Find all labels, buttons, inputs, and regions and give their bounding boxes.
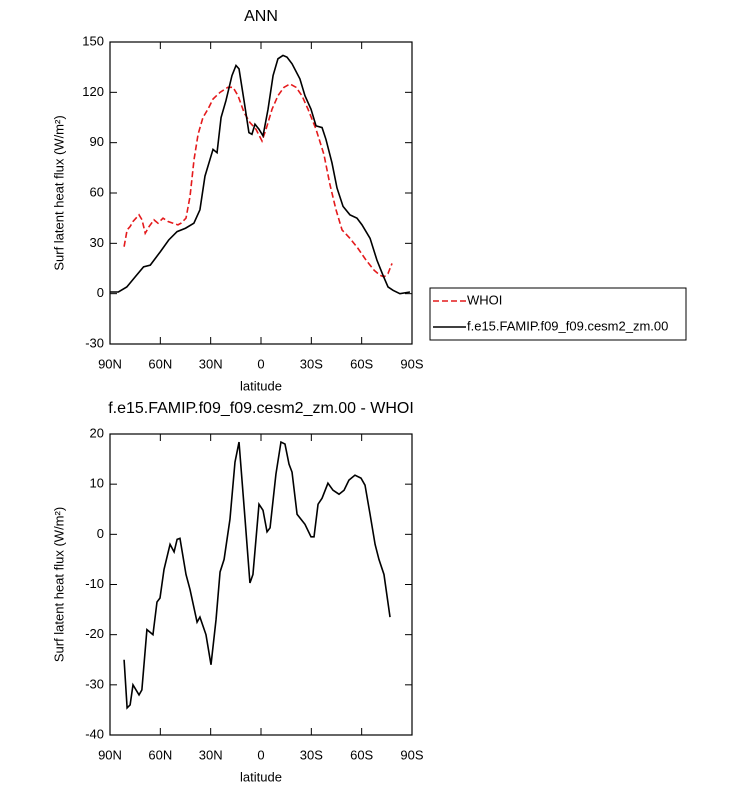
x-tick-label: 0 bbox=[257, 356, 264, 371]
x-tick-label: 30S bbox=[300, 356, 323, 371]
y-tick-label: 0 bbox=[97, 526, 104, 541]
x-tick-label: 90N bbox=[98, 356, 122, 371]
data-line bbox=[110, 54, 411, 295]
x-tick-label: 30S bbox=[300, 747, 323, 762]
chart-title: ANN bbox=[244, 8, 278, 25]
data-line bbox=[123, 440, 391, 710]
y-tick-label: 60 bbox=[90, 184, 104, 199]
x-tick-label: 30N bbox=[199, 747, 223, 762]
x-tick-label: 30N bbox=[199, 356, 223, 371]
x-tick-label: 60N bbox=[148, 356, 172, 371]
x-axis-label: latitude bbox=[240, 378, 282, 393]
x-tick-label: 90S bbox=[400, 356, 423, 371]
data-line bbox=[123, 83, 393, 278]
chart-title: f.e15.FAMIP.f09_f09.cesm2_zm.00 - WHOI bbox=[108, 400, 414, 417]
x-tick-label: 60N bbox=[148, 747, 172, 762]
y-tick-label: -20 bbox=[85, 626, 104, 641]
y-tick-label: -10 bbox=[85, 576, 104, 591]
y-tick-label: 90 bbox=[90, 134, 104, 149]
legend: WHOI f.e15.FAMIP.f09_f09.cesm2_zm.00 bbox=[429, 287, 687, 341]
x-tick-label: 90N bbox=[98, 747, 122, 762]
y-axis-label: Surf latent heat flux (W/m²) bbox=[51, 507, 66, 662]
legend-label: WHOI bbox=[467, 292, 502, 307]
y-tick-label: 0 bbox=[97, 285, 104, 300]
x-axis-label: latitude bbox=[240, 769, 282, 784]
y-tick-label: 30 bbox=[90, 235, 104, 250]
plot-frame bbox=[109, 433, 413, 736]
y-tick-label: -40 bbox=[85, 726, 104, 741]
y-tick-label: 10 bbox=[90, 476, 104, 491]
legend-label: f.e15.FAMIP.f09_f09.cesm2_zm.00 bbox=[467, 318, 668, 333]
y-tick-label: 150 bbox=[82, 33, 104, 48]
x-tick-label: 60S bbox=[350, 747, 373, 762]
y-tick-label: 20 bbox=[90, 425, 104, 440]
y-axis-label: Surf latent heat flux (W/m²) bbox=[51, 115, 66, 270]
y-tick-label: 120 bbox=[82, 84, 104, 99]
x-tick-label: 90S bbox=[400, 747, 423, 762]
x-tick-label: 60S bbox=[350, 356, 373, 371]
legend-box bbox=[429, 287, 687, 341]
x-tick-label: 0 bbox=[257, 747, 264, 762]
y-tick-label: -30 bbox=[85, 335, 104, 350]
y-tick-label: -30 bbox=[85, 676, 104, 691]
plot-frame bbox=[109, 41, 413, 345]
